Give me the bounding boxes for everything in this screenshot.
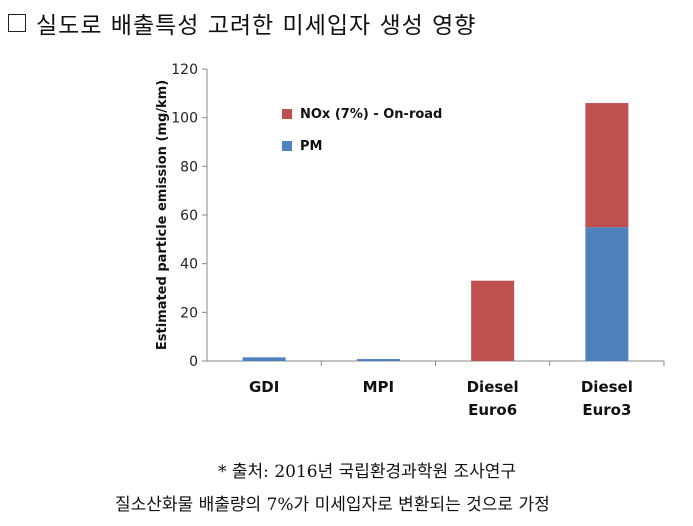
bar-nox-7-on-road-2 xyxy=(471,280,515,361)
legend-label: NOx (7%) - On-road xyxy=(300,107,442,122)
legend-label: PM xyxy=(300,139,322,154)
legend-swatch xyxy=(282,109,292,119)
bar-nox-7-on-road-3 xyxy=(585,103,629,228)
y-tick-label: 20 xyxy=(180,305,198,321)
bar-pm-0 xyxy=(242,357,286,361)
x-category-label: Euro3 xyxy=(582,401,631,419)
source-note: * 출처: 2016년 국립환경과학원 조사연구 xyxy=(218,462,517,482)
y-tick-label: 0 xyxy=(189,354,198,370)
x-category-label: GDI xyxy=(249,378,279,396)
y-tick-label: 120 xyxy=(171,62,198,78)
assumption-note: 질소산화물 배출량의 7%가 미세입자로 변환되는 것으로 가정 xyxy=(115,495,550,515)
x-category-label: Euro6 xyxy=(468,401,517,419)
page-title: 실도로 배출특성 고려한 미세입자 생성 영향 xyxy=(36,13,477,39)
checkbox-icon xyxy=(8,14,26,32)
y-axis-label: Estimated particle emission (mg/km) xyxy=(155,80,170,350)
y-tick-label: 80 xyxy=(180,159,198,175)
y-tick-label: 60 xyxy=(180,208,198,224)
y-tick-label: 100 xyxy=(171,111,198,127)
legend-swatch xyxy=(282,141,292,151)
bar-pm-3 xyxy=(585,227,629,361)
x-category-label: Diesel xyxy=(581,378,633,396)
x-category-label: MPI xyxy=(363,378,395,396)
x-category-label: Diesel xyxy=(467,378,519,396)
y-tick-label: 40 xyxy=(180,257,198,273)
bar-pm-1 xyxy=(356,359,400,361)
title-row: 실도로 배출특성 고려한 미세입자 생성 영향 xyxy=(8,6,476,40)
